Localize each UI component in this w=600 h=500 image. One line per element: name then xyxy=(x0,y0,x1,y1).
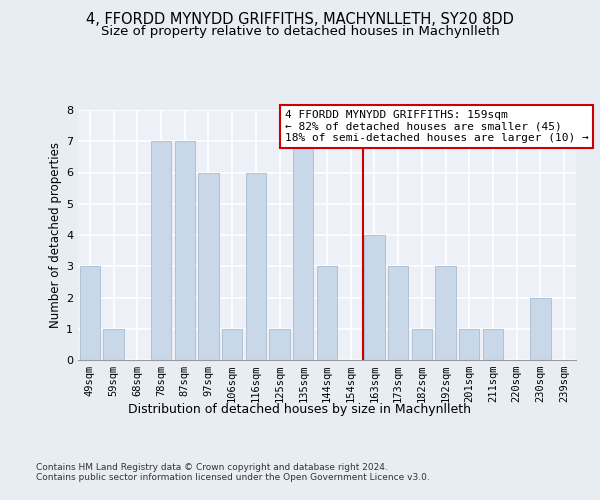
Bar xyxy=(175,141,195,360)
Y-axis label: Number of detached properties: Number of detached properties xyxy=(49,142,62,328)
Bar xyxy=(246,172,266,360)
Bar xyxy=(459,329,479,360)
Bar xyxy=(436,266,455,360)
Bar xyxy=(364,235,385,360)
Bar xyxy=(483,329,503,360)
Text: Size of property relative to detached houses in Machynlleth: Size of property relative to detached ho… xyxy=(101,25,499,38)
Bar xyxy=(103,329,124,360)
Bar xyxy=(412,329,432,360)
Bar xyxy=(80,266,100,360)
Text: Distribution of detached houses by size in Machynlleth: Distribution of detached houses by size … xyxy=(128,402,472,415)
Text: Contains HM Land Registry data © Crown copyright and database right 2024.
Contai: Contains HM Land Registry data © Crown c… xyxy=(36,462,430,482)
Text: 4 FFORDD MYNYDD GRIFFITHS: 159sqm
← 82% of detached houses are smaller (45)
18% : 4 FFORDD MYNYDD GRIFFITHS: 159sqm ← 82% … xyxy=(284,110,589,143)
Bar xyxy=(293,141,313,360)
Bar xyxy=(388,266,408,360)
Bar xyxy=(151,141,171,360)
Text: 4, FFORDD MYNYDD GRIFFITHS, MACHYNLLETH, SY20 8DD: 4, FFORDD MYNYDD GRIFFITHS, MACHYNLLETH,… xyxy=(86,12,514,28)
Bar xyxy=(222,329,242,360)
Bar xyxy=(317,266,337,360)
Bar xyxy=(199,172,218,360)
Bar xyxy=(269,329,290,360)
Bar xyxy=(530,298,551,360)
